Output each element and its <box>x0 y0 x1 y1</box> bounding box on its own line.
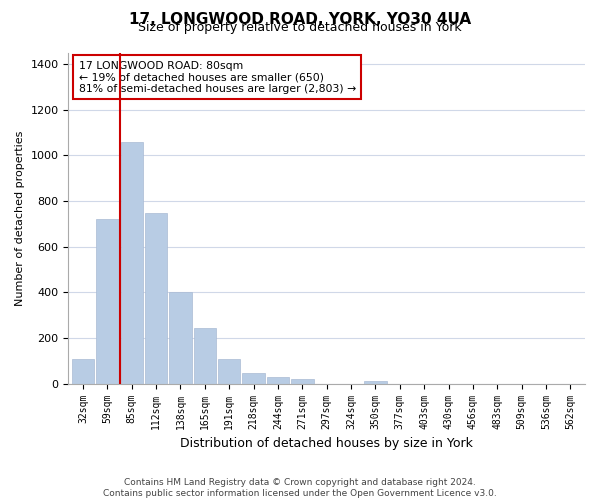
Bar <box>72 360 94 384</box>
Text: Size of property relative to detached houses in York: Size of property relative to detached ho… <box>138 22 462 35</box>
Y-axis label: Number of detached properties: Number of detached properties <box>15 130 25 306</box>
Bar <box>291 378 314 384</box>
Text: Contains HM Land Registry data © Crown copyright and database right 2024.
Contai: Contains HM Land Registry data © Crown c… <box>103 478 497 498</box>
Bar <box>194 328 216 384</box>
Text: 17 LONGWOOD ROAD: 80sqm
← 19% of detached houses are smaller (650)
81% of semi-d: 17 LONGWOOD ROAD: 80sqm ← 19% of detache… <box>79 61 356 94</box>
Text: 17, LONGWOOD ROAD, YORK, YO30 4UA: 17, LONGWOOD ROAD, YORK, YO30 4UA <box>129 12 471 26</box>
Bar <box>218 358 241 384</box>
Bar <box>169 292 192 384</box>
Bar <box>96 219 119 384</box>
Bar <box>267 378 289 384</box>
Bar <box>242 373 265 384</box>
Bar <box>364 382 386 384</box>
Bar <box>145 213 167 384</box>
X-axis label: Distribution of detached houses by size in York: Distribution of detached houses by size … <box>180 437 473 450</box>
Bar <box>121 142 143 384</box>
